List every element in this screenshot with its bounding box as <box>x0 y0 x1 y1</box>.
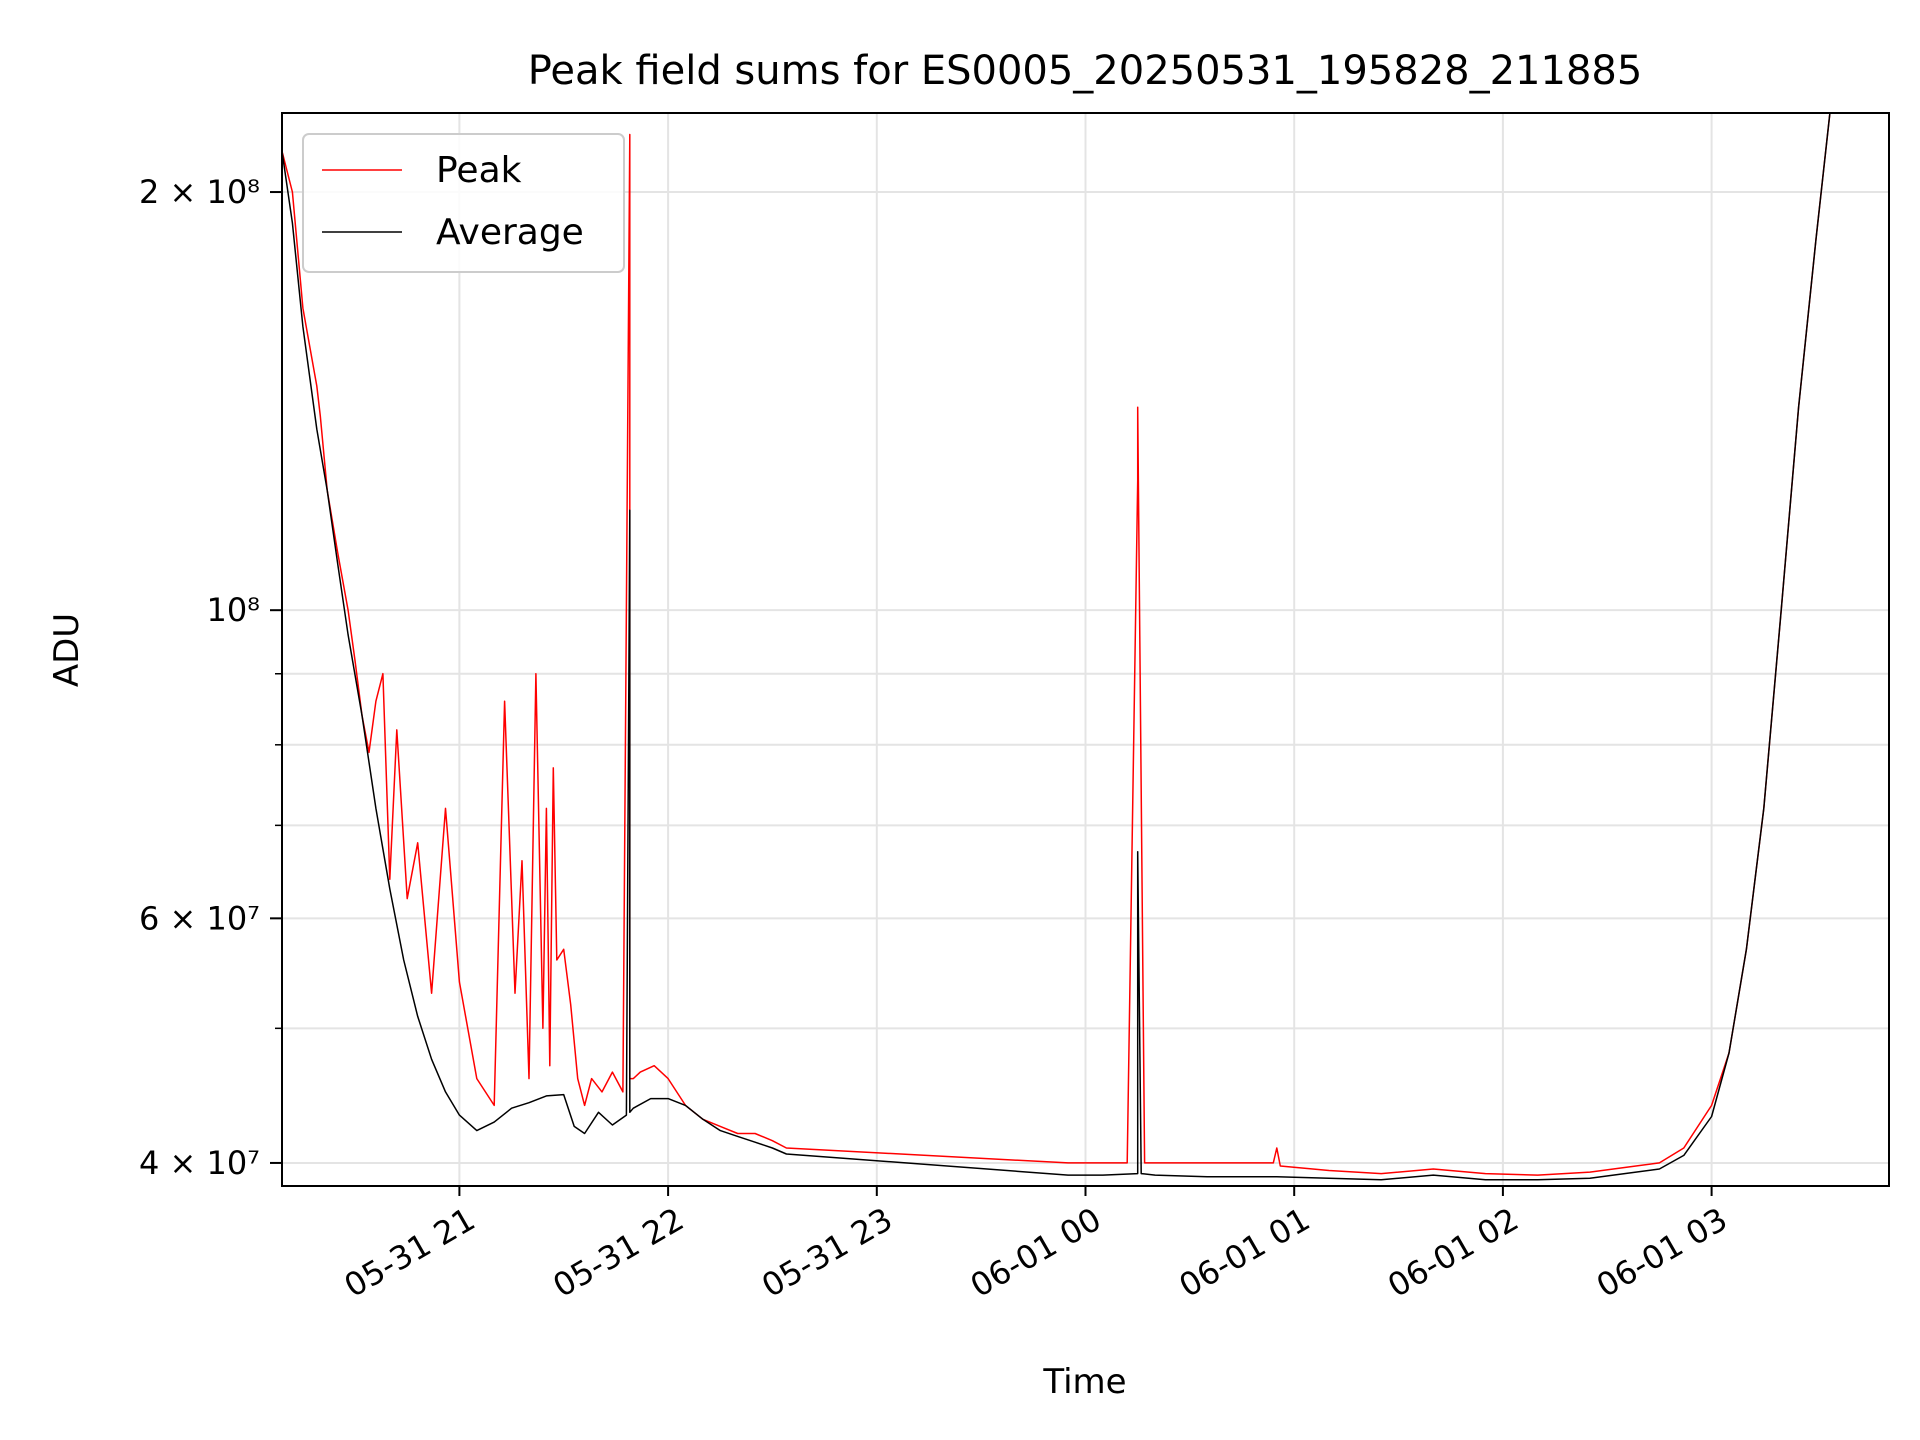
y-axis-label: ADU <box>47 613 87 687</box>
y-tick-label: 10⁸ <box>206 591 260 629</box>
legend-average-label: Average <box>436 212 584 253</box>
y-tick-label: 4 × 10⁷ <box>139 1144 260 1182</box>
legend-box <box>302 133 625 273</box>
y-tick-label: 6 × 10⁷ <box>139 899 260 937</box>
legend-peak-label: Peak <box>436 150 522 191</box>
chart-title: Peak field sums for ES0005_20250531_1958… <box>528 48 1643 94</box>
legend: Peak Average <box>302 133 625 273</box>
x-axis-label: Time <box>1042 1362 1126 1402</box>
series-line-average <box>281 112 1831 1181</box>
series-layer <box>281 112 1831 1181</box>
grid <box>282 113 1889 1186</box>
y-tick-label: 2 × 10⁸ <box>139 173 260 211</box>
